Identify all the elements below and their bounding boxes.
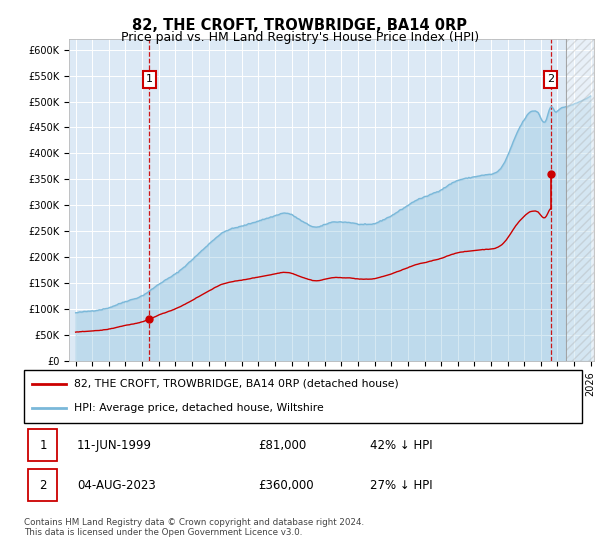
FancyBboxPatch shape — [28, 429, 58, 461]
Text: Price paid vs. HM Land Registry's House Price Index (HPI): Price paid vs. HM Land Registry's House … — [121, 31, 479, 44]
Text: £81,000: £81,000 — [259, 438, 307, 451]
Text: £360,000: £360,000 — [259, 479, 314, 492]
Text: HPI: Average price, detached house, Wiltshire: HPI: Average price, detached house, Wilt… — [74, 403, 324, 413]
Text: 82, THE CROFT, TROWBRIDGE, BA14 0RP (detached house): 82, THE CROFT, TROWBRIDGE, BA14 0RP (det… — [74, 379, 399, 389]
Text: 2: 2 — [547, 74, 554, 85]
FancyBboxPatch shape — [28, 469, 58, 501]
Text: 27% ↓ HPI: 27% ↓ HPI — [370, 479, 433, 492]
Text: 11-JUN-1999: 11-JUN-1999 — [77, 438, 152, 451]
Text: 82, THE CROFT, TROWBRIDGE, BA14 0RP: 82, THE CROFT, TROWBRIDGE, BA14 0RP — [133, 18, 467, 33]
Text: Contains HM Land Registry data © Crown copyright and database right 2024.
This d: Contains HM Land Registry data © Crown c… — [24, 518, 364, 538]
Text: 42% ↓ HPI: 42% ↓ HPI — [370, 438, 433, 451]
Text: 2: 2 — [39, 479, 47, 492]
FancyBboxPatch shape — [24, 370, 582, 423]
Text: 1: 1 — [146, 74, 153, 85]
Text: 04-AUG-2023: 04-AUG-2023 — [77, 479, 156, 492]
Text: 1: 1 — [39, 438, 47, 451]
